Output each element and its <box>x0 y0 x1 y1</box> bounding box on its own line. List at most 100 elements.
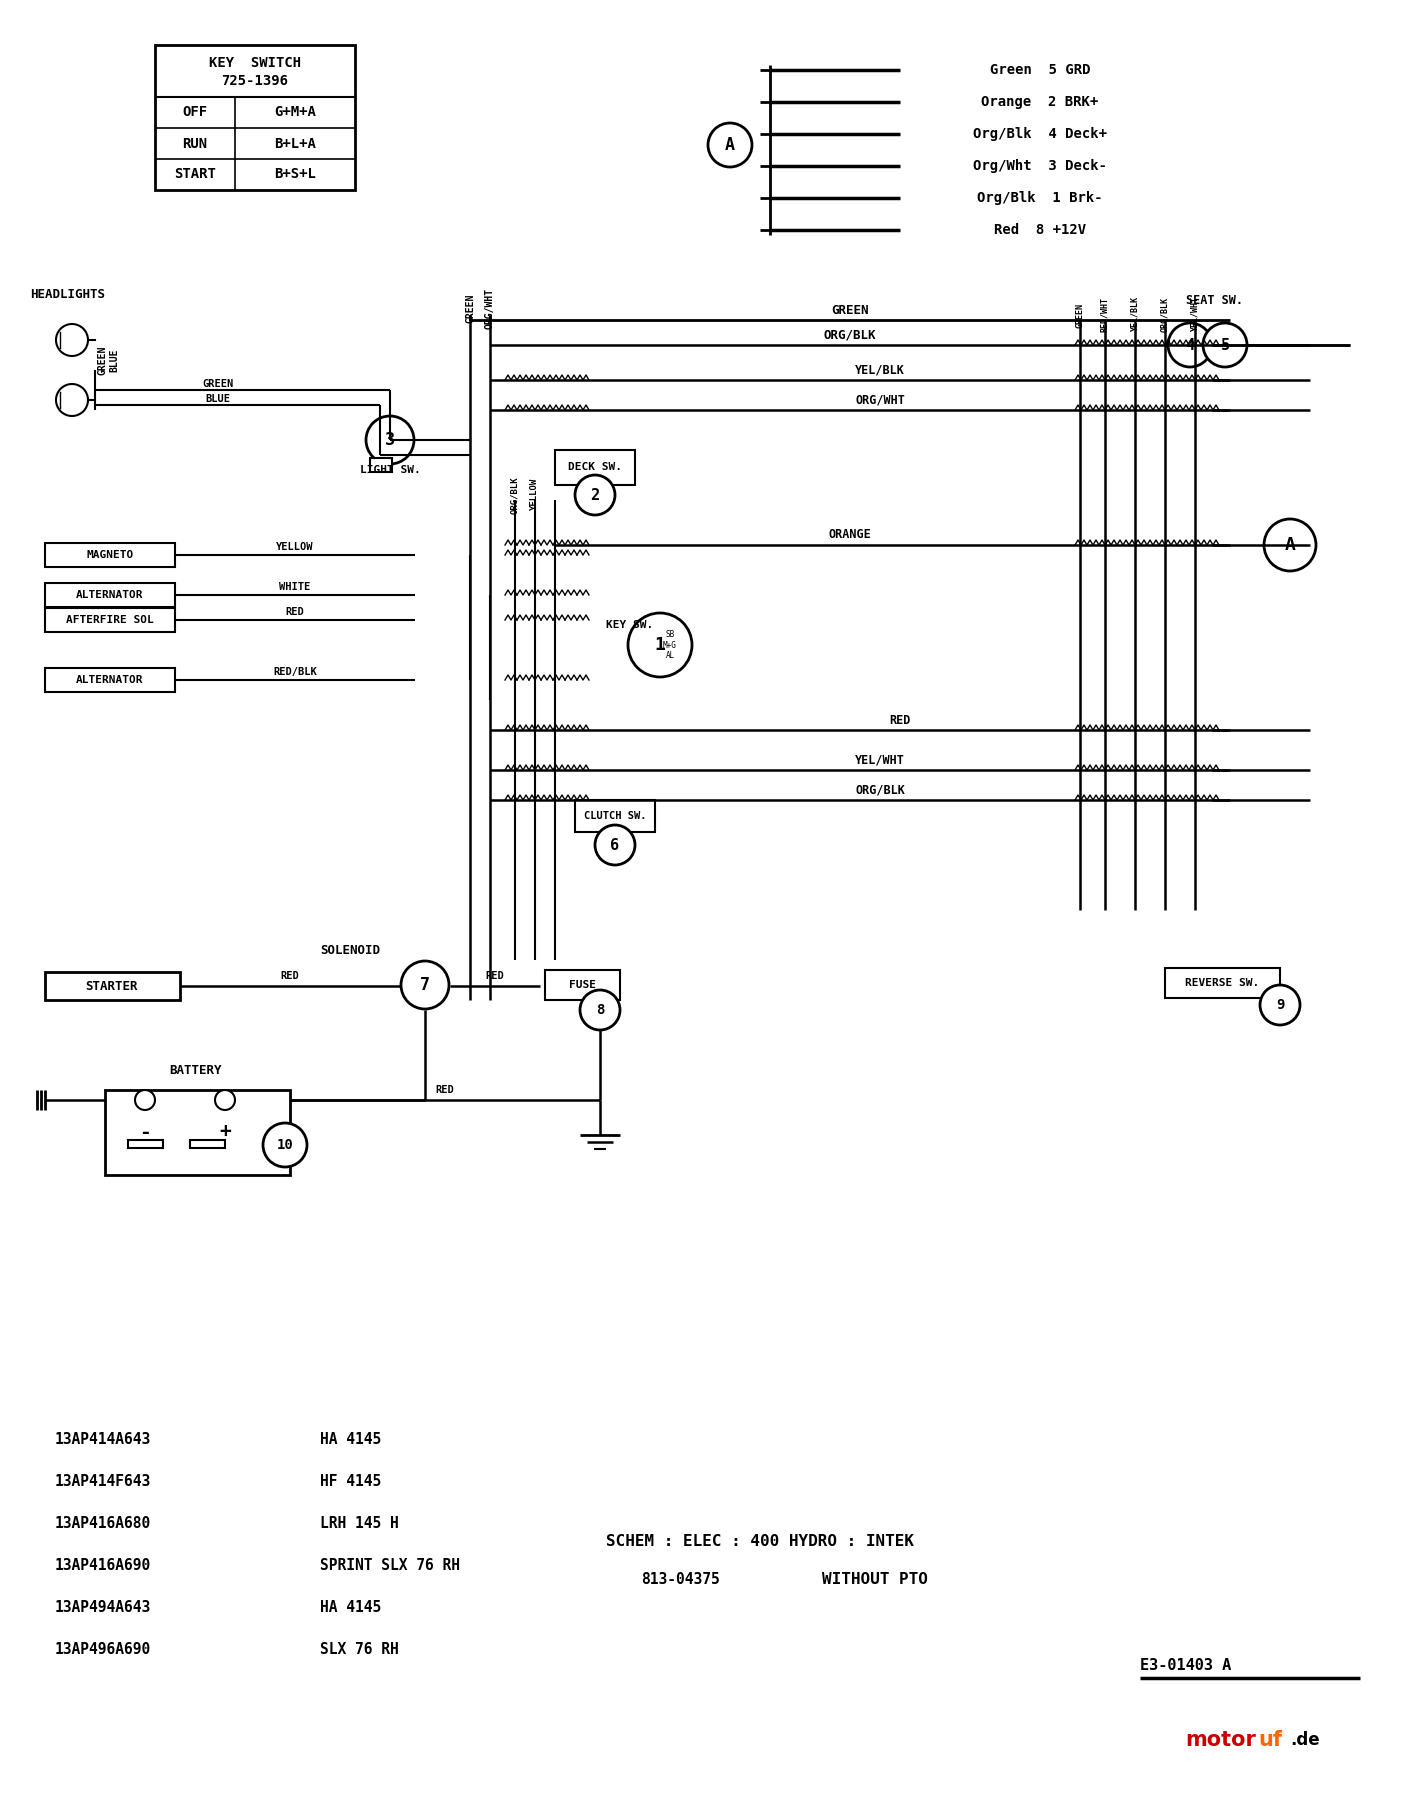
Text: REVERSE SW.: REVERSE SW. <box>1185 977 1259 988</box>
Bar <box>129 1139 163 1148</box>
Circle shape <box>575 475 615 515</box>
Text: ORANGE: ORANGE <box>828 529 871 542</box>
Text: Org/Wht  3 Deck-: Org/Wht 3 Deck- <box>972 158 1107 173</box>
Text: 8: 8 <box>595 1003 604 1017</box>
Bar <box>545 970 620 1001</box>
Text: Red  8 +12V: Red 8 +12V <box>994 223 1087 238</box>
Text: ORG/BLK: ORG/BLK <box>824 328 877 342</box>
Bar <box>370 457 393 472</box>
Text: 13AP416A680: 13AP416A680 <box>56 1516 151 1532</box>
Text: YEL/BLK: YEL/BLK <box>1131 297 1140 333</box>
Circle shape <box>628 614 693 677</box>
Text: SLX 76 RH: SLX 76 RH <box>320 1642 398 1658</box>
Text: RED/BLK: RED/BLK <box>273 668 317 677</box>
Text: ORG/BLK: ORG/BLK <box>1161 297 1170 333</box>
Text: KEY SW.: KEY SW. <box>607 619 654 630</box>
Text: RED: RED <box>281 970 300 981</box>
Text: ORG/WHT: ORG/WHT <box>486 288 496 329</box>
Text: 6: 6 <box>610 837 620 853</box>
Text: -: - <box>139 1123 151 1141</box>
Text: 725-1396: 725-1396 <box>221 74 288 88</box>
Text: RED: RED <box>890 713 911 727</box>
Text: SEAT SW.: SEAT SW. <box>1187 293 1244 306</box>
Text: 13AP496A690: 13AP496A690 <box>56 1642 151 1658</box>
Text: DECK SW.: DECK SW. <box>568 463 623 472</box>
Bar <box>106 1091 290 1175</box>
Text: 9: 9 <box>1275 997 1284 1012</box>
Circle shape <box>580 990 620 1030</box>
Text: Orange  2 BRK+: Orange 2 BRK+ <box>981 95 1098 110</box>
Text: OFF: OFF <box>183 106 207 119</box>
Text: YEL/WHT: YEL/WHT <box>1191 297 1200 333</box>
Circle shape <box>1202 322 1247 367</box>
Circle shape <box>216 1091 236 1111</box>
Text: RED: RED <box>486 970 504 981</box>
Text: G+M+A: G+M+A <box>274 106 316 119</box>
Text: SOLENOID: SOLENOID <box>320 943 380 956</box>
Bar <box>1165 968 1279 997</box>
Bar <box>46 583 176 607</box>
Circle shape <box>263 1123 307 1166</box>
Text: 10: 10 <box>277 1138 293 1152</box>
Text: GREEN: GREEN <box>97 346 107 374</box>
Text: 2: 2 <box>590 488 600 502</box>
Circle shape <box>1168 322 1212 367</box>
Text: 1: 1 <box>654 635 665 653</box>
Text: START: START <box>174 167 216 182</box>
Text: .de: .de <box>1289 1732 1319 1750</box>
Text: RED: RED <box>436 1085 454 1094</box>
Text: YEL/BLK: YEL/BLK <box>855 364 905 376</box>
Text: YELLOW: YELLOW <box>530 479 540 511</box>
Circle shape <box>56 383 89 416</box>
Text: A: A <box>725 137 735 155</box>
Text: Org/Blk  1 Brk-: Org/Blk 1 Brk- <box>977 191 1102 205</box>
Text: 13AP494A643: 13AP494A643 <box>56 1600 151 1616</box>
Circle shape <box>1259 985 1299 1024</box>
Text: HA 4145: HA 4145 <box>320 1600 381 1616</box>
Text: LRH 145 H: LRH 145 H <box>320 1516 398 1532</box>
Text: 813-04375: 813-04375 <box>641 1573 720 1588</box>
Text: ORG/BLK: ORG/BLK <box>510 477 520 513</box>
Text: RUN: RUN <box>183 137 207 151</box>
Text: 3: 3 <box>386 430 396 448</box>
Text: B+L+A: B+L+A <box>274 137 316 151</box>
Text: MAGNETO: MAGNETO <box>86 551 134 560</box>
Bar <box>46 972 180 1001</box>
Text: 13AP414A643: 13AP414A643 <box>56 1433 151 1447</box>
Bar <box>46 668 176 691</box>
Text: ALTERNATOR: ALTERNATOR <box>76 675 144 686</box>
Text: A: A <box>1285 536 1295 554</box>
Bar <box>555 450 635 484</box>
Text: AFTERFIRE SOL: AFTERFIRE SOL <box>66 616 154 625</box>
Text: +: + <box>218 1123 231 1141</box>
Circle shape <box>1264 518 1317 571</box>
Text: GREEN: GREEN <box>1075 302 1084 328</box>
Text: YEL/WHT: YEL/WHT <box>855 754 905 767</box>
Text: GREEN: GREEN <box>466 293 476 322</box>
Text: STARTER: STARTER <box>86 979 139 992</box>
Text: SB
M+G
AL: SB M+G AL <box>663 630 677 661</box>
Text: SCHEM : ELEC : 400 HYDRO : INTEK: SCHEM : ELEC : 400 HYDRO : INTEK <box>605 1534 914 1550</box>
Text: 7: 7 <box>420 976 430 994</box>
Text: RED/WHT: RED/WHT <box>1101 297 1110 333</box>
Text: BATTERY: BATTERY <box>169 1064 221 1076</box>
Text: 13AP416A690: 13AP416A690 <box>56 1559 151 1573</box>
Circle shape <box>401 961 448 1010</box>
Text: GREEN: GREEN <box>203 380 234 389</box>
Circle shape <box>708 122 753 167</box>
Circle shape <box>366 416 414 464</box>
Text: HF 4145: HF 4145 <box>320 1474 381 1490</box>
Text: Org/Blk  4 Deck+: Org/Blk 4 Deck+ <box>972 128 1107 140</box>
Bar <box>575 799 655 832</box>
Text: Green  5 GRD: Green 5 GRD <box>990 63 1090 77</box>
Text: RED: RED <box>286 607 304 617</box>
Circle shape <box>595 824 635 866</box>
Text: YELLOW: YELLOW <box>276 542 314 553</box>
Text: WITHOUT PTO: WITHOUT PTO <box>823 1573 928 1588</box>
Text: FUSE: FUSE <box>568 979 595 990</box>
Text: CLUTCH SW.: CLUTCH SW. <box>584 812 647 821</box>
Text: BLUE: BLUE <box>206 394 230 403</box>
Text: ORG/BLK: ORG/BLK <box>855 783 905 796</box>
Bar <box>46 608 176 632</box>
Text: KEY  SWITCH: KEY SWITCH <box>208 56 301 70</box>
